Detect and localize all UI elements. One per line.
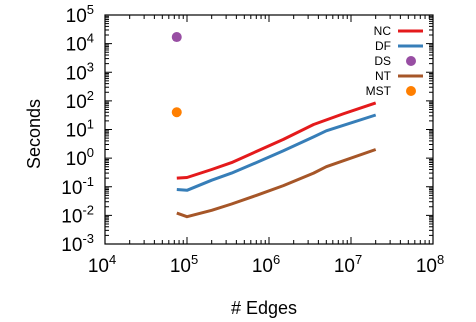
y-tick-labels: 10-3 10-2 10-1 100 101 102 103 104 105 (61, 2, 94, 256)
y-tick-label: 100 (66, 145, 94, 170)
x-tick-label: 105 (170, 252, 198, 277)
legend-label-nc: NC (374, 24, 392, 38)
y-tick-label: 101 (66, 117, 94, 142)
series-line-df (176, 113, 377, 192)
y-tick-label: 10-2 (61, 202, 94, 227)
series-layer (171, 32, 377, 219)
tick-marks (104, 14, 434, 245)
x-tick-labels: 104 105 106 107 108 (88, 252, 444, 277)
x-tick-label: 104 (88, 252, 116, 277)
series-line-nt (176, 148, 377, 219)
y-tick-label: 10-1 (61, 174, 94, 199)
y-tick-label: 10-3 (61, 231, 94, 256)
x-tick-label: 106 (252, 252, 280, 277)
legend-label-nt: NT (375, 69, 392, 83)
y-tick-label: 105 (66, 2, 94, 27)
x-axis-title: # Edges (231, 298, 297, 318)
legend-swatch-ds (406, 56, 416, 66)
legend-swatch-mst (406, 86, 416, 96)
legend-label-df: DF (375, 39, 391, 53)
series-line-nc (176, 101, 377, 180)
y-axis-title: Seconds (24, 99, 44, 169)
y-tick-label: 104 (66, 31, 94, 56)
y-tick-label: 102 (66, 88, 94, 113)
x-tick-label: 107 (334, 252, 362, 277)
legend-label-mst: MST (366, 84, 392, 98)
legend-label-ds: DS (374, 54, 391, 68)
x-tick-label: 108 (416, 252, 444, 277)
data-point-ds (171, 32, 182, 43)
y-tick-label: 103 (66, 59, 94, 84)
data-point-mst (171, 107, 182, 118)
